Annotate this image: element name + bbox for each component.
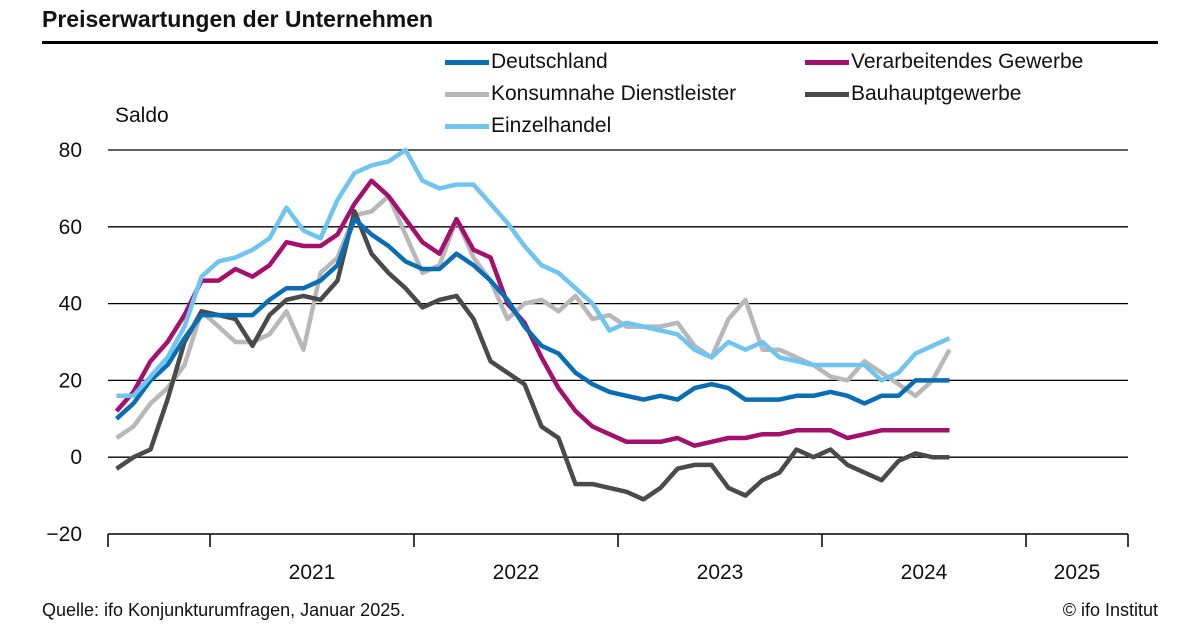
legend-swatch-verarbeitendes-gewerbe [805, 59, 849, 65]
y-tick-label: −20 [46, 523, 82, 546]
legend-item-verarbeitendes-gewerbe: Verarbeitendes Gewerbe [805, 50, 1083, 74]
source-note: Quelle: ifo Konjunkturumfragen, Januar 2… [42, 600, 406, 620]
x-tick-label: 2025 [1054, 561, 1101, 584]
legend-swatch-konsumnahe-dienstleister [445, 91, 489, 97]
series-line-deutschland [114, 216, 950, 421]
title-rule [42, 41, 1158, 44]
legend-swatch-deutschland [445, 59, 489, 65]
y-axis-label: Saldo [115, 104, 169, 127]
x-tick-label: 2021 [289, 561, 336, 584]
y-tick-label: 80 [59, 139, 82, 162]
chart-title: Preiserwartungen der Unternehmen [42, 6, 434, 32]
x-tick-label: 2023 [697, 561, 744, 584]
legend-item-bauhauptgewerbe: Bauhauptgewerbe [805, 82, 1021, 106]
x-tick-label: 2022 [493, 561, 540, 584]
legend-item-einzelhandel: Einzelhandel [445, 114, 611, 138]
y-tick-label: 40 [59, 293, 82, 316]
y-tick-label: 20 [59, 369, 82, 392]
legend-item-deutschland: Deutschland [445, 50, 608, 74]
x-tick-label: 2024 [901, 561, 948, 584]
y-tick-label: 0 [70, 446, 82, 469]
legend-label-konsumnahe-dienstleister: Konsumnahe Dienstleister [491, 82, 737, 105]
copyright-note: © ifo Institut [1062, 600, 1158, 620]
legend-label-deutschland: Deutschland [491, 50, 608, 73]
series-line-bauhauptgewerbe [115, 209, 950, 502]
legend-label-einzelhandel: Einzelhandel [491, 114, 612, 137]
legend-swatch-einzelhandel [445, 123, 489, 129]
y-tick-label: 60 [59, 216, 82, 239]
legend-label-verarbeitendes-gewerbe: Verarbeitendes Gewerbe [851, 50, 1084, 73]
series-line-einzelhandel [116, 147, 951, 399]
legend-item-konsumnahe-dienstleister: Konsumnahe Dienstleister [445, 82, 736, 106]
legend-label-bauhauptgewerbe: Bauhauptgewerbe [851, 82, 1022, 105]
series-line-verarbeitendes-gewerbe [114, 178, 950, 448]
legend-swatch-bauhauptgewerbe [805, 91, 849, 97]
